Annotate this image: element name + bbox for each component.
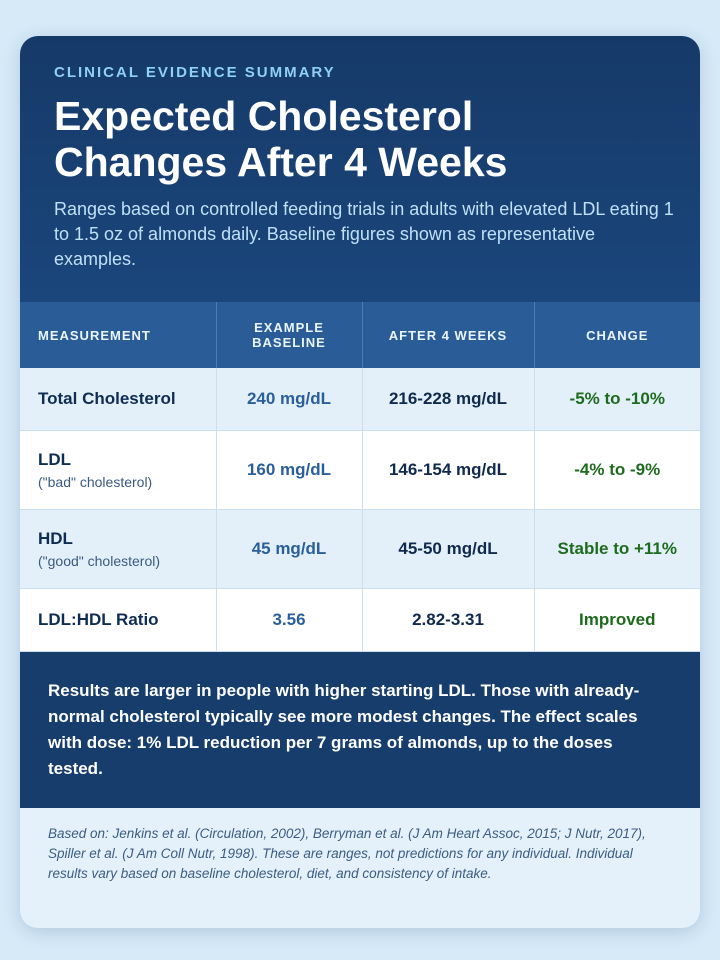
- citation-footer: Based on: Jenkins et al. (Circulation, 2…: [48, 826, 646, 881]
- page-title: Expected Cholesterol Changes After 4 Wee…: [54, 93, 508, 185]
- measurement-cell: LDL ("bad" cholesterol): [20, 430, 217, 510]
- table-row: LDL:HDL Ratio 3.56 2.82-3.31 Improved: [20, 588, 700, 652]
- measurement-cell: Total Cholesterol: [20, 368, 217, 431]
- table-row: Total Cholesterol 240 mg/dL 216-228 mg/d…: [20, 368, 700, 431]
- measurement-cell: LDL:HDL Ratio: [20, 588, 217, 652]
- measurement-note: ("bad" cholesterol): [38, 474, 153, 490]
- evidence-card: CLINICAL EVIDENCE SUMMARY Expected Chole…: [20, 36, 700, 928]
- baseline-cell: 240 mg/dL: [216, 368, 363, 431]
- table-header-row: MEASUREMENT EXAMPLE BASELINE AFTER 4 WEE…: [20, 302, 700, 368]
- page-subtitle: Ranges based on controlled feeding trial…: [54, 199, 674, 269]
- column-header-after: AFTER 4 WEEKS: [362, 302, 535, 368]
- change-cell: -4% to -9%: [534, 430, 700, 510]
- after-cell: 2.82-3.31: [362, 588, 535, 652]
- after-cell: 45-50 mg/dL: [362, 509, 535, 589]
- baseline-cell: 45 mg/dL: [216, 509, 363, 589]
- column-header-measurement: MEASUREMENT: [20, 302, 217, 368]
- measurement-name: HDL: [38, 529, 73, 548]
- column-header-change: CHANGE: [534, 302, 700, 368]
- baseline-cell: 3.56: [216, 588, 363, 652]
- change-cell: Stable to +11%: [534, 509, 700, 589]
- change-cell: Improved: [534, 588, 700, 652]
- measurement-note: ("good" cholesterol): [38, 553, 161, 569]
- change-cell: -5% to -10%: [534, 368, 700, 431]
- measurement-cell: HDL ("good" cholesterol): [20, 509, 217, 589]
- after-cell: 216-228 mg/dL: [362, 368, 535, 431]
- measurement-name: Total Cholesterol: [38, 389, 176, 408]
- eyebrow-label: CLINICAL EVIDENCE SUMMARY: [54, 64, 336, 81]
- dose-note: Results are larger in people with higher…: [20, 652, 700, 808]
- after-cell: 146-154 mg/dL: [362, 430, 535, 510]
- baseline-cell: 160 mg/dL: [216, 430, 363, 510]
- column-header-baseline: EXAMPLE BASELINE: [216, 302, 363, 368]
- table-row: HDL ("good" cholesterol) 45 mg/dL 45-50 …: [20, 509, 700, 589]
- measurement-name: LDL: [38, 450, 72, 469]
- card-header: CLINICAL EVIDENCE SUMMARY Expected Chole…: [20, 36, 700, 302]
- cholesterol-table: MEASUREMENT EXAMPLE BASELINE AFTER 4 WEE…: [20, 302, 700, 652]
- measurement-name: LDL:HDL Ratio: [38, 610, 159, 629]
- table-row: LDL ("bad" cholesterol) 160 mg/dL 146-15…: [20, 430, 700, 510]
